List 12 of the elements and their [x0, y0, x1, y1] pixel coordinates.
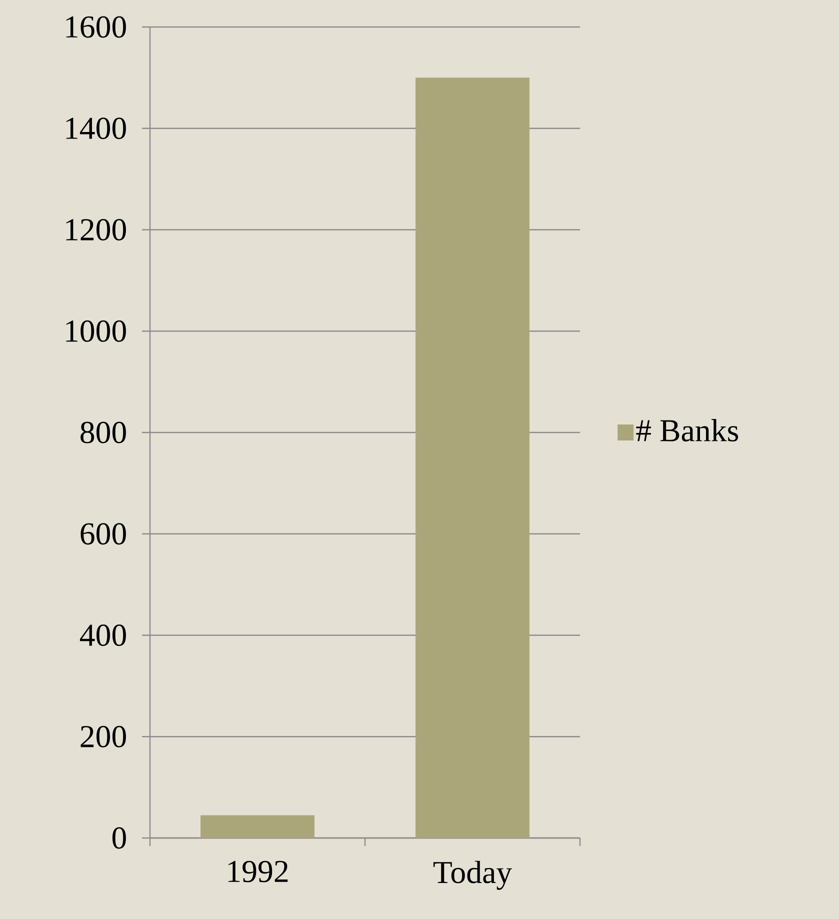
legend-label: # Banks — [636, 419, 738, 442]
y-tick-label: 1200 — [66, 218, 126, 240]
y-tick-label: 800 — [80, 422, 126, 444]
x-tick-label: 1992 — [228, 860, 288, 882]
y-tick-label: 1400 — [66, 118, 126, 140]
y-tick-label: 1000 — [66, 320, 126, 342]
y-tick-label: 600 — [80, 523, 126, 545]
y-tick-label: 0 — [112, 827, 126, 849]
x-tick-label: Today — [433, 860, 512, 890]
y-tick-label: 400 — [80, 624, 126, 646]
y-tick-label: 1600 — [66, 16, 126, 38]
y-tick-label: 200 — [80, 726, 126, 748]
